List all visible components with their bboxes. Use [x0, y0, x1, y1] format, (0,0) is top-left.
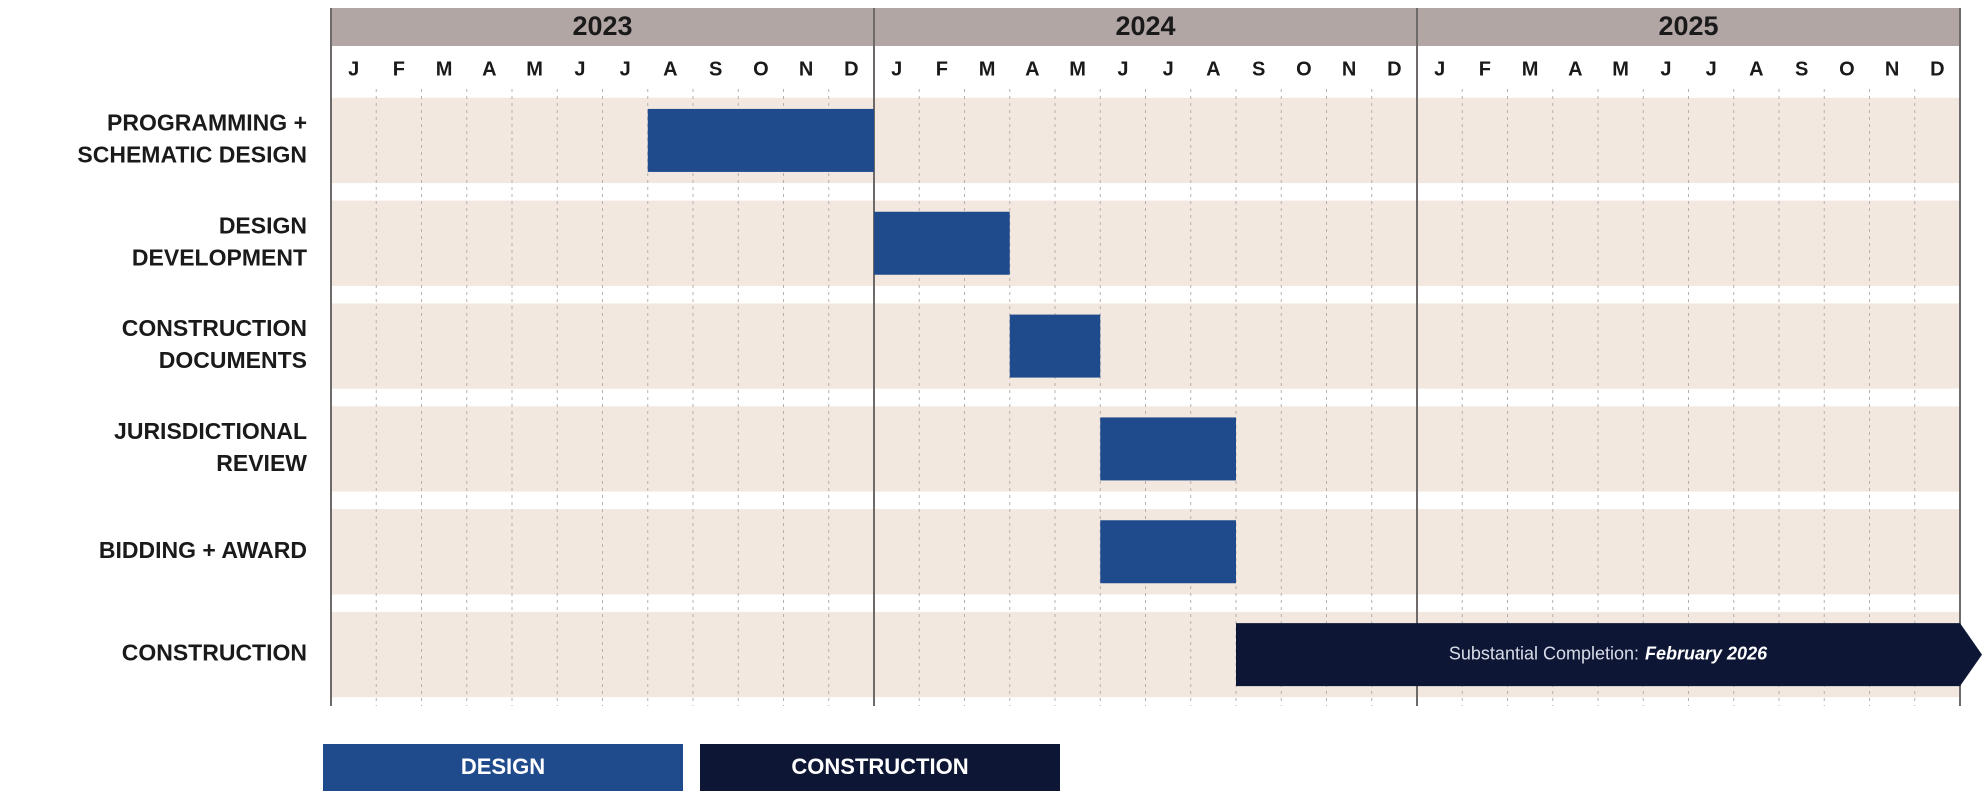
annotation-emphasis: February 2026: [1645, 643, 1768, 663]
month-label: N: [799, 58, 813, 80]
year-header: [331, 8, 874, 46]
month-label: J: [1117, 58, 1128, 80]
month-label: A: [482, 58, 496, 80]
month-label: D: [1387, 58, 1401, 80]
month-label: S: [709, 58, 722, 80]
row-band: [331, 303, 1960, 389]
month-label: M: [436, 58, 453, 80]
year-label: 2025: [1658, 11, 1718, 41]
month-label: F: [393, 58, 405, 80]
month-label: M: [526, 58, 543, 80]
month-label: J: [620, 58, 631, 80]
task-label: CONSTRUCTION: [122, 640, 307, 666]
year-header: [1417, 8, 1960, 46]
task-label: SCHEMATIC DESIGN: [77, 141, 307, 167]
task-label: JURISDICTIONAL: [114, 418, 307, 444]
task-label: REVIEW: [216, 450, 307, 476]
legend-label: CONSTRUCTION: [791, 754, 968, 779]
month-label: A: [663, 58, 677, 80]
legend-swatch: [323, 744, 683, 791]
year-header: [874, 8, 1417, 46]
month-label: J: [1706, 58, 1717, 80]
year-label: 2023: [572, 11, 632, 41]
month-label: N: [1885, 58, 1899, 80]
task-label: DOCUMENTS: [159, 347, 307, 373]
month-label: J: [1660, 58, 1671, 80]
task-label: CONSTRUCTION: [122, 315, 307, 341]
month-label: J: [891, 58, 902, 80]
month-label: F: [1479, 58, 1491, 80]
month-label: M: [979, 58, 996, 80]
month-label: O: [1296, 58, 1312, 80]
month-label: N: [1342, 58, 1356, 80]
month-label: A: [1568, 58, 1582, 80]
month-label: O: [1839, 58, 1855, 80]
month-label: J: [348, 58, 359, 80]
task-label: BIDDING + AWARD: [99, 537, 307, 563]
legend-label: DESIGN: [461, 754, 545, 779]
month-label: F: [936, 58, 948, 80]
month-label: A: [1749, 58, 1763, 80]
month-label: A: [1206, 58, 1220, 80]
task-label: DESIGN: [219, 212, 307, 238]
month-label: D: [844, 58, 858, 80]
task-label: DEVELOPMENT: [132, 244, 307, 270]
month-label: S: [1252, 58, 1265, 80]
bar: [874, 211, 1010, 275]
bar: [1100, 417, 1236, 481]
year-label: 2024: [1115, 11, 1175, 41]
month-label: M: [1612, 58, 1629, 80]
annotation: Substantial Completion: February 2026: [1449, 643, 1768, 663]
bar: [1009, 314, 1101, 378]
annotation-text: Substantial Completion:: [1449, 643, 1639, 663]
bar: [647, 108, 874, 172]
bar: [1236, 623, 1982, 687]
month-label: J: [574, 58, 585, 80]
month-label: J: [1434, 58, 1445, 80]
bar: [1100, 520, 1236, 584]
legend-swatch: [700, 744, 1060, 791]
month-label: M: [1522, 58, 1539, 80]
month-label: S: [1795, 58, 1808, 80]
month-label: D: [1930, 58, 1944, 80]
month-label: M: [1069, 58, 1086, 80]
month-label: A: [1025, 58, 1039, 80]
task-label: PROGRAMMING +: [107, 109, 307, 135]
month-label: J: [1163, 58, 1174, 80]
month-label: O: [753, 58, 769, 80]
